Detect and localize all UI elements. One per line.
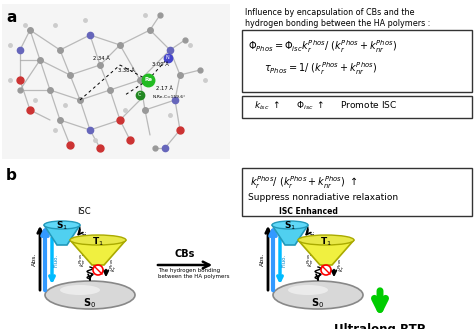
Bar [242, 30, 472, 92]
Text: T$_1$: T$_1$ [92, 236, 104, 248]
Text: $k_r^{Phos}$: $k_r^{Phos}$ [336, 258, 347, 272]
Text: $k_{nr}^{Phos}$: $k_{nr}^{Phos}$ [77, 253, 88, 267]
Text: a: a [6, 10, 17, 25]
Text: Fluo.: Fluo. [282, 253, 287, 266]
Text: ISC Enhanced: ISC Enhanced [279, 207, 337, 216]
Text: hydrogen bonding between the HA polymers :: hydrogen bonding between the HA polymers… [245, 19, 430, 28]
Polygon shape [298, 240, 354, 265]
Text: S$_1$: S$_1$ [284, 220, 296, 232]
Text: 3.09 Å: 3.09 Å [152, 62, 169, 67]
Bar [2, 4, 230, 159]
Text: $\Phi_{Phos} = \Phi_{isc}k_r^{Phos}$/ $(k_r^{Phos} + k_{nr}^{Phos})$: $\Phi_{Phos} = \Phi_{isc}k_r^{Phos}$/ $(… [248, 38, 397, 55]
Polygon shape [44, 225, 80, 245]
Text: Re: Re [145, 77, 153, 82]
Text: 3.38 Å: 3.38 Å [118, 68, 135, 73]
Text: Ultralong RTP: Ultralong RTP [334, 323, 426, 329]
Text: Influence by encapsulation of CBs and the: Influence by encapsulation of CBs and th… [245, 8, 414, 17]
Text: Non. rad.: Non. rad. [83, 231, 88, 255]
Text: S$_1$: S$_1$ [56, 220, 68, 232]
Ellipse shape [45, 281, 135, 309]
Text: Phos.: Phos. [336, 238, 341, 252]
Ellipse shape [298, 235, 354, 245]
Text: $k_{isc}$ $\uparrow$     $\Phi_{isc}$ $\uparrow$     Promote ISC: $k_{isc}$ $\uparrow$ $\Phi_{isc}$ $\upar… [254, 100, 397, 113]
Ellipse shape [288, 285, 328, 295]
Text: ISC: ISC [77, 207, 91, 216]
Text: Abs.: Abs. [260, 252, 265, 266]
Polygon shape [70, 240, 126, 265]
Text: N-Re-C=159.6°: N-Re-C=159.6° [153, 95, 186, 99]
Text: CBs: CBs [175, 249, 195, 259]
Text: $k_r^{Phos}$/ $(k_r^{Phos} + k_{nr}^{Phos})$ $\uparrow$: $k_r^{Phos}$/ $(k_r^{Phos} + k_{nr}^{Pho… [250, 174, 358, 191]
Text: b: b [6, 168, 17, 183]
Ellipse shape [273, 281, 363, 309]
Bar [242, 168, 472, 216]
Text: C: C [138, 92, 141, 97]
Text: $\tau_{Phos} = 1$/ $(k_r^{Phos} + k_{nr}^{Phos})$: $\tau_{Phos} = 1$/ $(k_r^{Phos} + k_{nr}… [264, 60, 377, 77]
Text: 2.17 Å: 2.17 Å [156, 86, 173, 91]
Text: N: N [166, 55, 170, 60]
Text: S$_0$: S$_0$ [311, 296, 325, 310]
Polygon shape [272, 225, 308, 245]
Text: Phos.: Phos. [108, 238, 113, 252]
Text: 2.34 Å: 2.34 Å [93, 56, 110, 61]
Text: $k_{nr}^{Phos}$: $k_{nr}^{Phos}$ [305, 253, 316, 267]
Text: Non. rad.: Non. rad. [311, 231, 316, 255]
Ellipse shape [60, 285, 100, 295]
Text: S$_0$: S$_0$ [83, 296, 97, 310]
Ellipse shape [44, 221, 80, 229]
Text: Abs.: Abs. [32, 252, 37, 266]
Bar [242, 96, 472, 118]
Ellipse shape [70, 235, 126, 245]
Text: Fluo.: Fluo. [54, 253, 59, 266]
Text: Suppress nonradiative relaxation: Suppress nonradiative relaxation [248, 193, 398, 202]
Text: The hydrogen bonding
between the HA polymers: The hydrogen bonding between the HA poly… [158, 268, 229, 279]
Ellipse shape [272, 221, 308, 229]
Text: T$_1$: T$_1$ [320, 236, 332, 248]
Text: $k_r^{Phos}$: $k_r^{Phos}$ [108, 258, 119, 272]
